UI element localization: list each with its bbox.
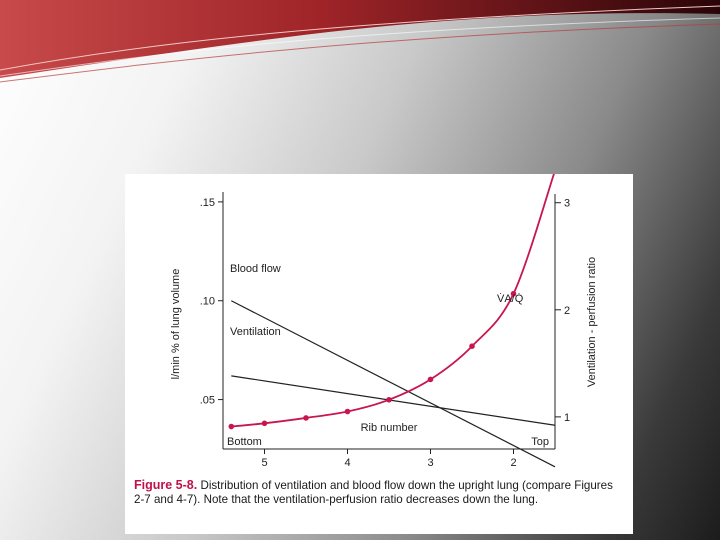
series-label-blood-flow: Blood flow [230, 263, 281, 275]
series-line-blood-flow [231, 300, 556, 468]
left-tick-label: .05 [200, 395, 215, 407]
chart: .05 .10 .15 1 2 3 5 4 3 2 l/min % of lung volum… [170, 174, 598, 469]
x-tick-label: 5 [261, 457, 267, 469]
left-axis-label: l/min % of lung volume [170, 269, 182, 380]
right-tick-label: 2 [564, 305, 570, 317]
x-tick-label: 4 [344, 457, 350, 469]
series-label-ventilation: Ventilation [230, 326, 281, 338]
x-tick-label: 2 [510, 457, 516, 469]
right-tick-label: 3 [564, 198, 570, 210]
figure-caption-text: Distribution of ventilation and blood fl… [134, 479, 613, 506]
x-tick-label: 3 [427, 457, 433, 469]
right-axis-label: Ventilation - perfusion ratio [586, 257, 598, 387]
series-line-ventilation [231, 375, 556, 426]
data-point-va-q [510, 290, 517, 297]
data-point-va-q [344, 408, 351, 415]
data-point-va-q [261, 420, 268, 427]
data-point-va-q [469, 343, 475, 349]
data-point-va-q [303, 415, 309, 421]
data-point-va-q [228, 423, 235, 430]
right-axis-ticks: 1 2 3 [555, 198, 570, 424]
data-point-va-q [386, 396, 392, 403]
chart-axes [222, 192, 556, 450]
figure-card: .05 .10 .15 1 2 3 5 4 3 2 l/min % of lung volum… [125, 174, 633, 534]
left-axis-ticks: .05 .10 .15 [200, 197, 223, 407]
series-label-va-q: V̇A/Q̇ [497, 292, 524, 305]
x-axis-ticks: 5 4 3 2 [261, 449, 517, 469]
x-axis-end-label-top: Top [531, 436, 549, 448]
figure-caption-label: Figure 5-8. [134, 478, 198, 492]
data-point-va-q [427, 376, 434, 383]
figure-caption: Figure 5-8. Distribution of ventilation … [134, 478, 624, 507]
left-tick-label: .10 [200, 296, 215, 308]
x-axis-label: Rib number [361, 422, 418, 434]
left-tick-label: .15 [200, 197, 215, 209]
x-axis-end-label-bottom: Bottom [227, 436, 262, 448]
right-tick-label: 1 [564, 412, 570, 424]
series-layer [228, 174, 556, 468]
title-banner [0, 0, 720, 83]
